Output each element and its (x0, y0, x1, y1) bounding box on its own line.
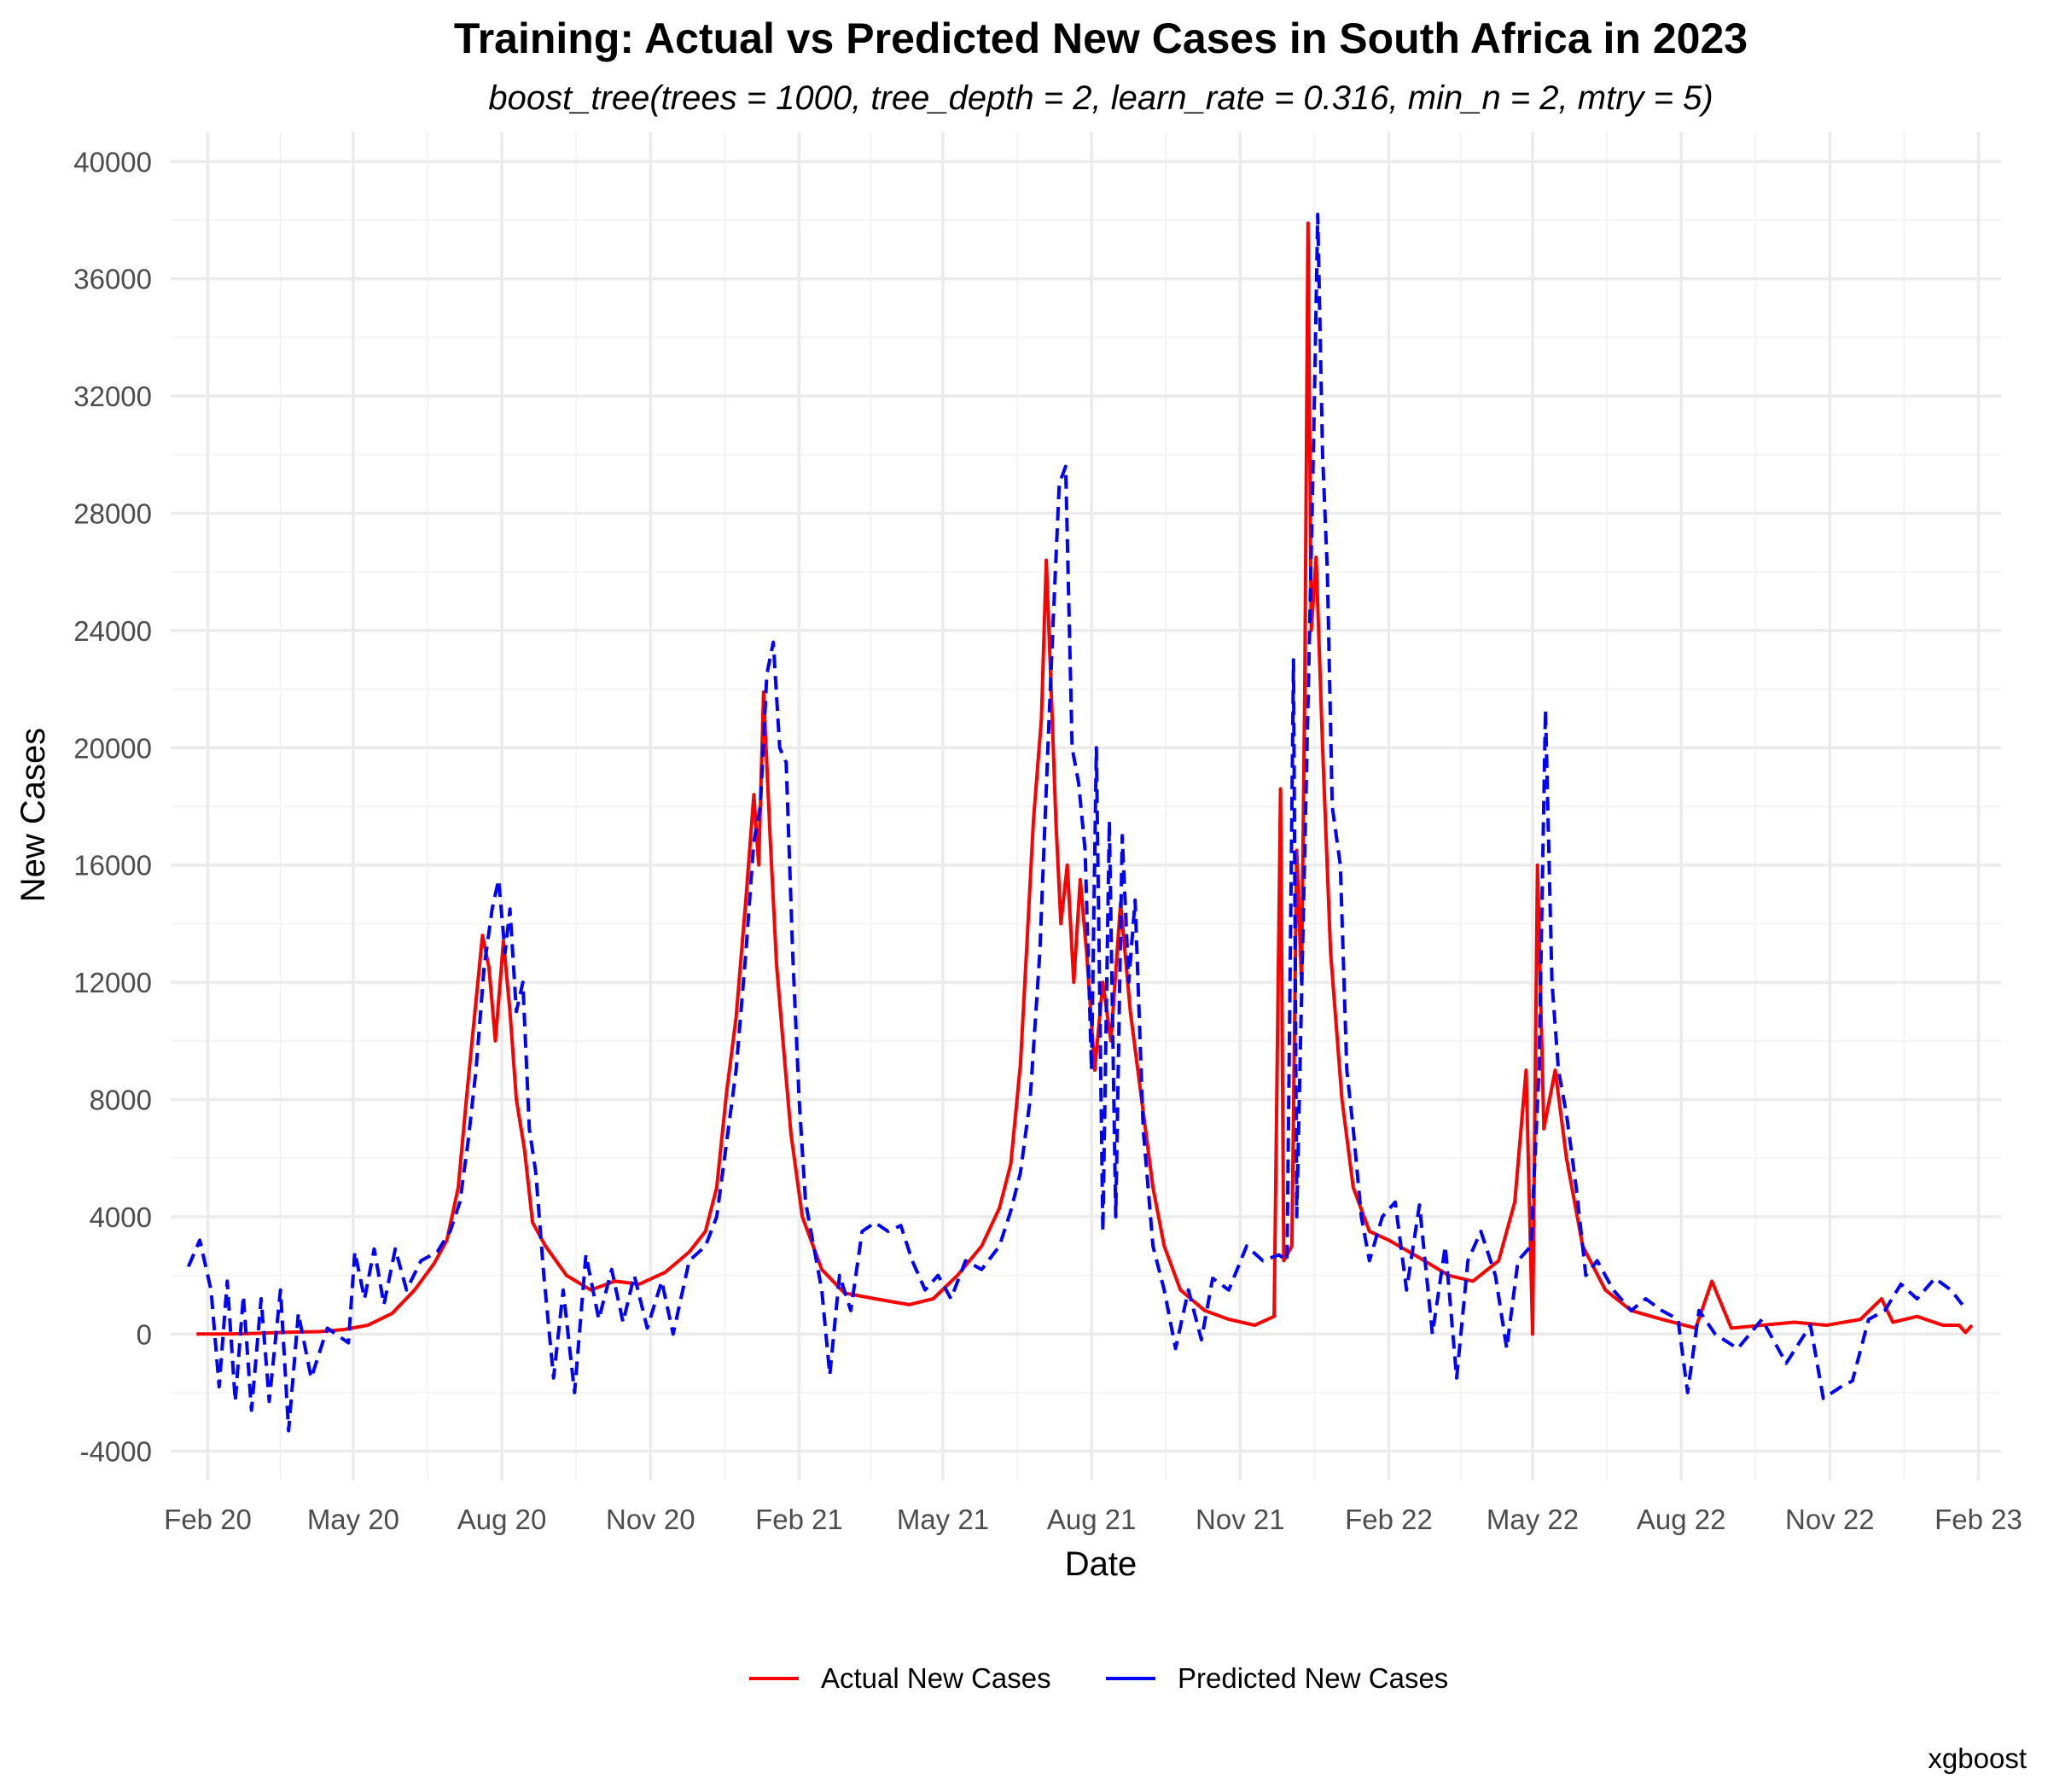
x-tick-label: May 21 (897, 1504, 989, 1535)
y-tick-label: 20000 (73, 732, 152, 764)
y-tick-label: -4000 (80, 1436, 152, 1468)
plot-series (186, 212, 1974, 1433)
minor-gridlines (171, 132, 2001, 1481)
x-tick-label: Nov 21 (1196, 1504, 1285, 1535)
legend-label-predicted: Predicted New Cases (1178, 1662, 1448, 1694)
y-tick-label: 16000 (73, 850, 152, 881)
chart-caption: xgboost (1928, 1743, 2027, 1774)
y-tick-label: 0 (137, 1318, 152, 1350)
x-tick-label: May 22 (1487, 1504, 1579, 1535)
y-tick-label: 40000 (73, 146, 152, 177)
x-tick-label: May 20 (307, 1504, 399, 1535)
x-tick-label: Feb 22 (1345, 1504, 1433, 1535)
chart-title: Training: Actual vs Predicted New Cases … (454, 15, 1748, 62)
y-tick-label: 12000 (73, 967, 152, 998)
x-axis-tick-labels: Feb 20 May 20 Aug 20 Nov 20 Feb 21 May 21 Aug … (164, 1504, 2022, 1535)
x-tick-label: Feb 21 (755, 1504, 843, 1535)
y-tick-label: 8000 (90, 1084, 152, 1115)
legend-label-actual: Actual New Cases (821, 1662, 1051, 1694)
x-tick-label: Aug 20 (457, 1504, 547, 1535)
x-tick-label: Feb 20 (164, 1504, 252, 1535)
y-tick-label: 4000 (90, 1201, 152, 1233)
legend: Actual New Cases Predicted New Cases (749, 1662, 1448, 1694)
x-axis-title: Date (1065, 1545, 1137, 1583)
x-tick-label: Aug 21 (1047, 1504, 1137, 1535)
y-tick-label: 28000 (73, 498, 152, 530)
predicted-cases-line (186, 212, 1964, 1433)
y-tick-label: 24000 (73, 615, 152, 647)
y-tick-label: 32000 (73, 381, 152, 412)
y-axis-tick-labels: -4000 0 4000 8000 12000 16000 20000 24000 28000 3… (73, 146, 152, 1467)
x-tick-label: Aug 22 (1637, 1504, 1726, 1535)
y-tick-label: 36000 (73, 264, 152, 295)
y-axis-title: New Cases (15, 728, 52, 903)
actual-cases-line (196, 221, 1974, 1336)
x-tick-label: Feb 23 (1935, 1504, 2022, 1535)
chart-subtitle: boost_tree(trees = 1000, tree_depth = 2,… (488, 79, 1713, 117)
x-tick-label: Nov 20 (606, 1504, 695, 1535)
x-tick-label: Nov 22 (1785, 1504, 1875, 1535)
